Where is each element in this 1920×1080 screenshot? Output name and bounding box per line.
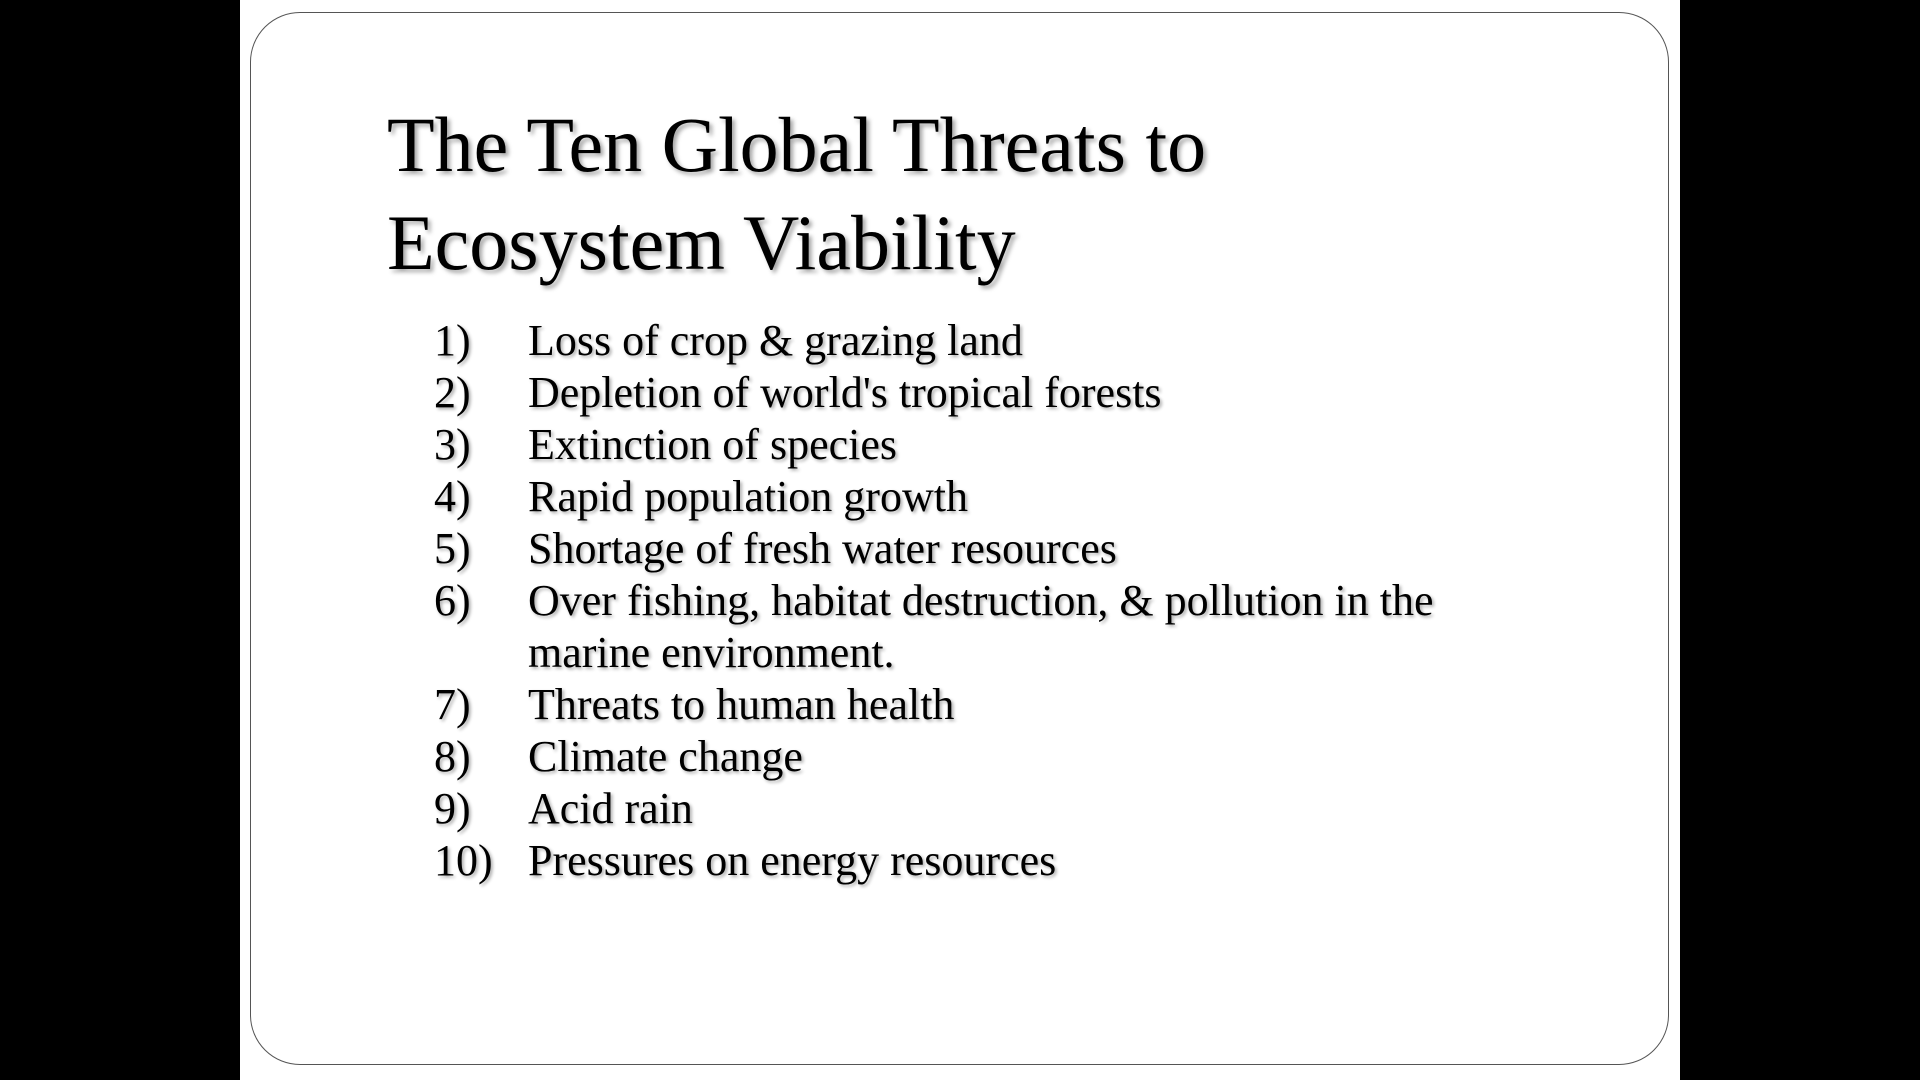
list-item-text: Climate change [528, 732, 803, 781]
list-item: 9) Acid rain [434, 783, 1534, 835]
list-item: 4) Rapid population growth [434, 471, 1534, 523]
list-item-text: Depletion of world's tropical forests [528, 368, 1162, 417]
slide: The Ten Global Threats to Ecosystem Viab… [240, 0, 1680, 1080]
list-item-text: Shortage of fresh water resources [528, 524, 1117, 573]
title-line-1: The Ten Global Threats to [387, 101, 1207, 188]
list-item-text: Acid rain [528, 784, 693, 833]
list-item-number: 3) [434, 420, 471, 469]
list-item-text: Pressures on energy resources [528, 836, 1057, 885]
list-item-number: 4) [434, 472, 471, 521]
list-item-number: 1) [434, 316, 471, 365]
list-item-number: 2) [434, 368, 471, 417]
list-item-number: 9) [434, 784, 471, 833]
list-item-text: Extinction of species [528, 420, 898, 469]
list-item-number: 5) [434, 524, 471, 573]
list-item: 2) Depletion of world's tropical forests [434, 367, 1534, 419]
list-item: 7) Threats to human health [434, 679, 1534, 731]
list-item: 10) Pressures on energy resources [434, 835, 1534, 887]
list-item-text: Over fishing, habitat destruction, & pol… [528, 576, 1434, 677]
list-item-number: 6) [434, 576, 471, 625]
slide-frame [250, 12, 1669, 1065]
title-line-2: Ecosystem Viability [387, 199, 1016, 286]
list-item-number: 7) [434, 680, 471, 729]
list-item-text: Threats to human health [528, 680, 955, 729]
list-item: 3) Extinction of species [434, 419, 1534, 471]
list-item-number: 8) [434, 732, 471, 781]
list-item: 5) Shortage of fresh water resources [434, 523, 1534, 575]
threat-list: 1) Loss of crop & grazing land 2) Deplet… [434, 315, 1534, 887]
list-item: 8) Climate change [434, 731, 1534, 783]
list-item: 6) Over fishing, habitat destruction, & … [434, 575, 1534, 679]
list-item-text: Rapid population growth [528, 472, 968, 521]
list-item-number: 10) [434, 836, 493, 885]
list-item-text: Loss of crop & grazing land [528, 316, 1023, 365]
list-item: 1) Loss of crop & grazing land [434, 315, 1534, 367]
slide-title: The Ten Global Threats to Ecosystem Viab… [387, 96, 1487, 292]
